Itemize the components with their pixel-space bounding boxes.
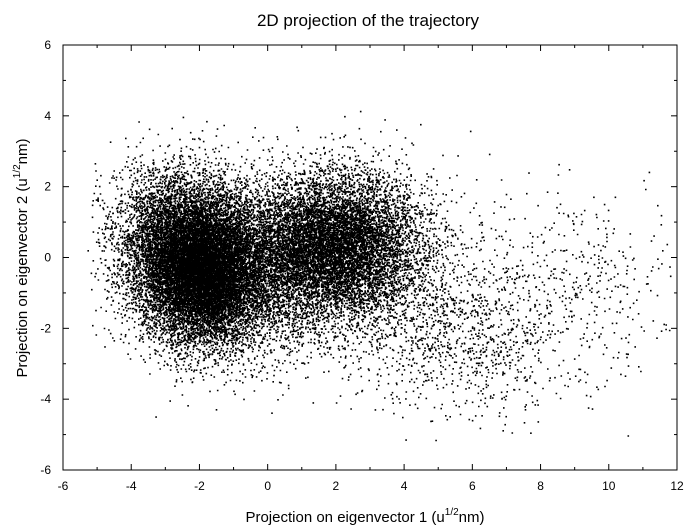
data-points <box>87 110 672 442</box>
chart-title: 2D projection of the trajectory <box>257 11 480 30</box>
x-tick-label: 2 <box>333 479 340 493</box>
x-tick-label: 0 <box>264 479 271 493</box>
y-tick-label: 6 <box>44 38 51 52</box>
y-tick-label: -6 <box>40 463 51 477</box>
x-tick-label: 8 <box>537 479 544 493</box>
y-axis-label: Projection on eigenvector 2 (u1/2nm) <box>12 138 31 377</box>
y-tick-label: 0 <box>44 251 51 265</box>
x-tick-label: 6 <box>469 479 476 493</box>
x-tick-label: -6 <box>58 479 69 493</box>
y-tick-label: 2 <box>44 180 51 194</box>
x-tick-label: 4 <box>401 479 408 493</box>
x-tick-label: -4 <box>126 479 137 493</box>
x-tick-label: 10 <box>602 479 616 493</box>
x-axis-label: Projection on eigenvector 1 (u1/2nm) <box>245 507 484 526</box>
y-tick-label: 4 <box>44 109 51 123</box>
y-tick-label: -2 <box>40 321 51 335</box>
scatter-points <box>87 110 672 442</box>
y-axis-ticks: -6 -4 -2 0 2 4 6 <box>40 38 677 477</box>
x-axis-ticks: -6 -4 -2 0 2 4 6 8 10 12 <box>58 45 684 493</box>
x-tick-label: 12 <box>670 479 684 493</box>
x-tick-label: -2 <box>194 479 205 493</box>
y-tick-label: -4 <box>40 392 51 406</box>
